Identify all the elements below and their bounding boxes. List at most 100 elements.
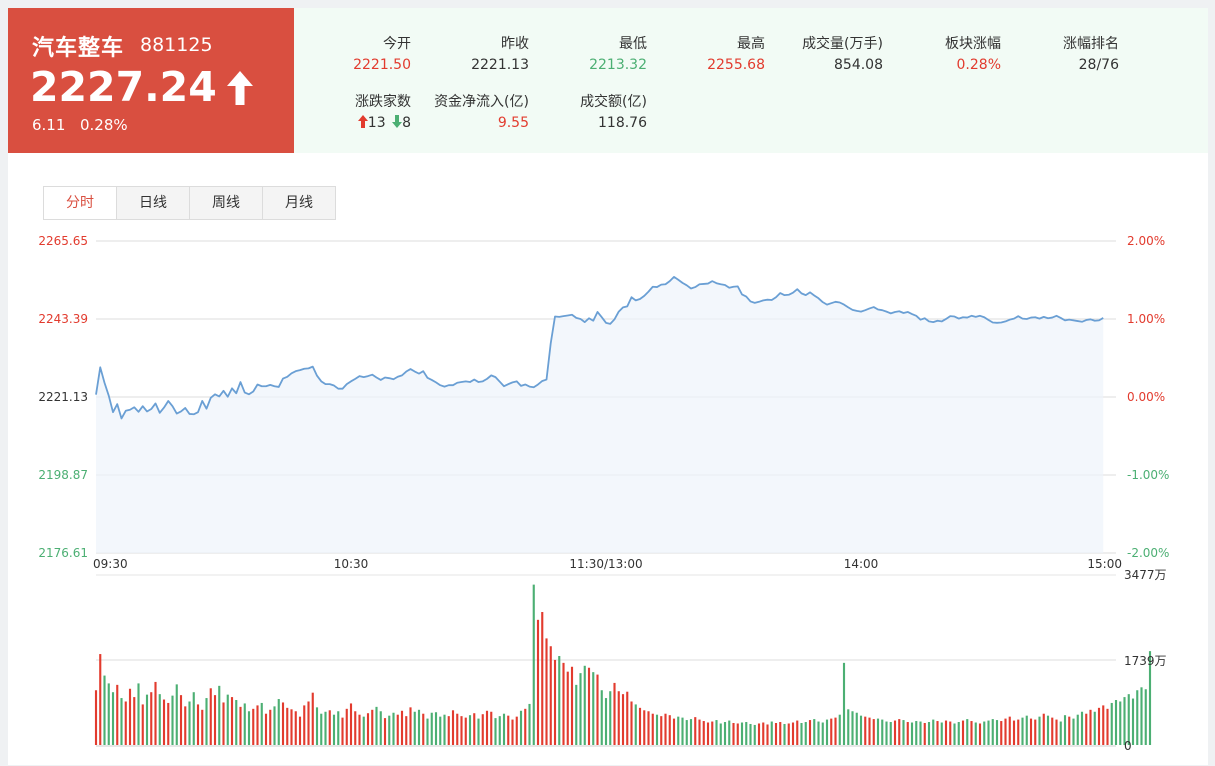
volume-bar (507, 715, 510, 745)
stat-sector-change-value: 0.28% (956, 57, 1001, 73)
stat-turnover-label: 成交额(亿) (580, 94, 647, 110)
volume-bar (447, 716, 450, 745)
volume-bar (791, 722, 795, 745)
volume-bar (532, 584, 535, 745)
volume-bar (842, 662, 846, 745)
price-line (95, 276, 1104, 420)
volume-bar (332, 714, 336, 745)
chart-tabs: 分时 日线 周线 月线 (43, 186, 336, 220)
volume-bar (681, 717, 684, 745)
volume-bar (515, 716, 518, 745)
volume-bar (494, 718, 497, 745)
volume-bar (536, 619, 540, 745)
stat-prev-close: 昨收 2221.13 (411, 33, 529, 73)
volume-bar (961, 720, 965, 745)
current-price: 2227.24 (30, 63, 217, 111)
volume-bar (711, 721, 714, 745)
tab-weekly[interactable]: 周线 (190, 187, 263, 219)
volume-bar (872, 719, 875, 745)
volume-bar (949, 721, 952, 745)
volume-bar (1110, 702, 1113, 745)
volume-bar (468, 715, 472, 745)
stat-high-label: 最高 (737, 36, 765, 52)
tab-intraday[interactable]: 分时 (44, 187, 117, 219)
volume-bar (294, 711, 297, 745)
volume-bar (600, 690, 603, 745)
stat-net-inflow-value: 9.55 (497, 115, 529, 131)
volume-bar (1148, 651, 1152, 745)
volume-bar (889, 722, 892, 745)
volume-bar (745, 722, 748, 745)
stat-rank-label: 涨幅排名 (1063, 36, 1119, 52)
volume-bar (366, 713, 370, 745)
volume-bar (124, 701, 127, 745)
volume-bar (1140, 687, 1143, 745)
volume-bar (1038, 716, 1041, 745)
volume-bar (120, 698, 123, 745)
volume-bar (133, 697, 136, 745)
volume-bar (855, 712, 858, 745)
volume-bar (915, 721, 918, 745)
volume-bar (502, 713, 506, 745)
percent-tick-label: -1.00% (1127, 468, 1169, 482)
volume-tick-label: 1739万 (1124, 654, 1167, 668)
stat-advance-decline-label: 涨跌家数 (355, 94, 411, 110)
volume-bar (575, 684, 578, 745)
sector-code: 881125 (140, 34, 213, 56)
quote-box: 汽车整车 881125 2227.24 6.11 0.28% (8, 8, 294, 153)
tab-daily[interactable]: 日线 (117, 187, 190, 219)
volume-bar (638, 707, 642, 745)
volume-bar (804, 722, 807, 745)
volume-bar (337, 711, 340, 745)
volume-bar (1021, 717, 1024, 745)
volume-bar (320, 713, 323, 745)
volume-bar (213, 695, 217, 745)
volume-bar (944, 720, 948, 745)
volume-bar (1093, 711, 1096, 745)
volume-bar (796, 720, 799, 745)
volume-bar (188, 701, 191, 745)
volume-bar (813, 719, 816, 745)
volume-bar (281, 702, 285, 745)
volume-bar (864, 716, 867, 745)
volume-bar (821, 722, 824, 745)
volume-bar (1025, 715, 1028, 745)
volume-bar (549, 646, 552, 745)
stat-prev-close-value: 2221.13 (471, 57, 529, 73)
volume-bar (1051, 717, 1054, 745)
volume-bar (881, 719, 884, 745)
volume-bar (379, 711, 382, 745)
volume-bar (128, 688, 132, 745)
percent-tick-label: 1.00% (1127, 312, 1165, 326)
volume-bar (375, 706, 378, 745)
volume-bar (1008, 716, 1011, 745)
volume-bar (800, 723, 803, 745)
volume-bar (936, 721, 939, 745)
volume-bar (970, 721, 973, 745)
volume-bar (94, 690, 98, 745)
volume-bar (838, 714, 841, 745)
volume-bar (923, 723, 926, 745)
stat-sector-change-label: 板块涨幅 (945, 36, 1001, 52)
volume-bar (1106, 708, 1109, 745)
volume-bar (753, 724, 756, 745)
volume-bar (286, 707, 289, 745)
price-tick-label: 2265.65 (38, 234, 88, 248)
volume-bar (808, 720, 812, 745)
tab-monthly[interactable]: 月线 (285, 195, 313, 211)
volume-bar (528, 703, 531, 745)
volume-bar (779, 722, 782, 745)
volume-bar (1076, 714, 1079, 745)
volume-bar (400, 710, 404, 745)
volume-bar (218, 685, 221, 745)
volume-bar (940, 722, 943, 745)
volume-bar (175, 684, 178, 745)
volume-bar (1072, 718, 1075, 745)
volume-bar (685, 720, 688, 745)
volume-bar (587, 667, 591, 745)
stat-net-inflow-label: 资金净流入(亿) (434, 94, 529, 110)
volume-bar (562, 662, 565, 745)
volume-bar (196, 704, 200, 745)
volume-bar (396, 714, 399, 745)
volume-bar (145, 694, 149, 745)
